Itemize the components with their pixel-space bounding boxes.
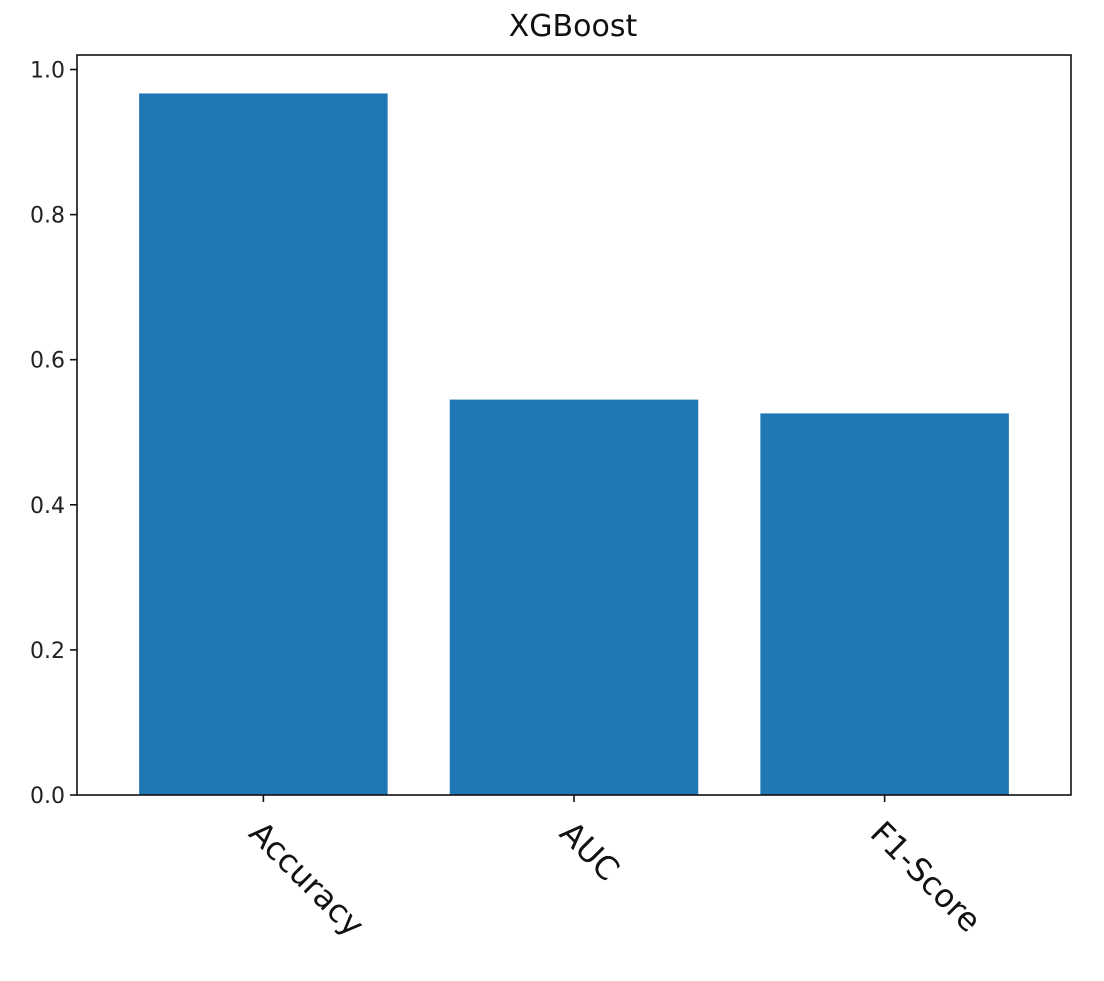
bar-auc xyxy=(449,399,699,795)
x-tick-label: Accuracy xyxy=(242,814,372,944)
y-tick-label: 1.0 xyxy=(30,59,65,84)
plot-frame xyxy=(76,54,1072,796)
y-tick-label: 0.6 xyxy=(30,349,65,374)
y-tick-label: 0.0 xyxy=(30,784,65,809)
y-tick-label: 0.2 xyxy=(30,639,65,664)
bar-accuracy xyxy=(139,93,388,795)
x-tick-label: F1-Score xyxy=(863,814,989,940)
x-axis: Accuracy AUC F1-Score xyxy=(242,795,989,944)
bar-f1-score xyxy=(760,413,1009,795)
y-tick-label: 0.4 xyxy=(30,494,65,519)
chart-title: XGBoost xyxy=(509,9,638,44)
x-tick-label: AUC xyxy=(552,814,627,889)
y-axis: 0.0 0.2 0.4 0.6 0.8 1.0 xyxy=(30,59,77,809)
y-tick-label: 0.8 xyxy=(30,204,65,229)
bars-group xyxy=(139,93,1009,795)
